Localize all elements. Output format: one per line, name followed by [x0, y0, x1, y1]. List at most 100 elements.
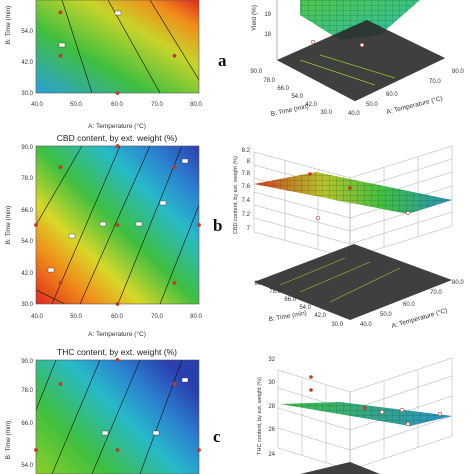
panel-a-surface: 19 18 Yield (%) 90.0 78.0 66.0 54.0 42.0…	[250, 0, 464, 118]
grid-line-c	[349, 375, 453, 411]
y-ticks-3d-b: 90.0 78.0 66.0 54.0 42.0 30.0	[254, 281, 343, 328]
design-points-a	[58, 10, 177, 95]
y-ticks-a: 30.0 42.0 54.0	[21, 29, 33, 97]
design-point-3d	[405, 421, 411, 427]
design-point	[34, 223, 38, 227]
back-wall-c	[277, 369, 351, 471]
design-point	[58, 10, 63, 15]
design-point-3d	[437, 411, 443, 417]
z-tick-label: 19	[264, 12, 271, 18]
x-ticks-b: 40.0 50.0 60.0 70.0 80.0	[31, 314, 202, 320]
panel-c-contour: THC content, by ext. weight (%) 54.0 66.…	[5, 347, 201, 474]
chart-title-c: THC content, by ext. weight (%)	[57, 347, 177, 357]
y-tick-label: 78.0	[21, 176, 33, 182]
contour-line-a1	[107, 0, 161, 93]
z-axis-label-b: CBD content, by ext. weight (%)	[233, 156, 239, 234]
x-tick-label: 70.0	[429, 79, 441, 85]
design-point	[172, 382, 177, 386]
design-point	[115, 144, 120, 148]
y-tick-label: 90.0	[21, 359, 33, 365]
x-axis-label-b: A: Temperature (°C)	[88, 330, 146, 338]
y-tick-label: 90.0	[254, 281, 266, 287]
y-tick-label: 30.0	[320, 110, 332, 116]
panel-letter-b: b	[213, 216, 222, 235]
y-tick-label: 66.0	[21, 208, 33, 214]
contour-line-b	[159, 204, 199, 304]
contour-line-b	[36, 146, 83, 226]
x-tick-label: 40.0	[31, 102, 43, 108]
grid-line-b	[349, 211, 453, 245]
design-point-3d	[379, 409, 385, 415]
panel-letter-a: a	[218, 51, 227, 70]
y-tick-label: 42.0	[21, 60, 33, 66]
x-ticks-3d-a: 40.0 50.0 60.0 70.0 80.0	[348, 69, 464, 117]
contour-label-box	[159, 200, 167, 206]
x-tick-label: 50.0	[380, 312, 392, 318]
y-tick-label: 78.0	[21, 388, 33, 394]
design-point-3d	[348, 186, 352, 190]
z-tick-label: 7.2	[242, 212, 251, 218]
design-point-3d	[309, 388, 313, 392]
contour-line-c	[51, 360, 101, 474]
design-point	[115, 358, 120, 362]
contour-line-b	[79, 146, 151, 304]
floor-contour-a	[319, 54, 396, 79]
design-point	[197, 223, 201, 227]
panel-a-contour: 30.0 42.0 54.0 40.0 50.0 60.0 70.0 80.0 …	[5, 0, 202, 130]
z-ticks-c: 24 26 28 30 32	[268, 357, 275, 458]
contour-label-box	[181, 158, 189, 164]
grid-line-b	[253, 191, 351, 219]
x-tick-label: 70.0	[151, 314, 163, 320]
x-tick-label: 80.0	[452, 280, 464, 286]
contour-labels-a	[58, 10, 122, 48]
contour-line-a2	[149, 0, 199, 81]
z-ticks-b: 7 7.2 7.4 7.6 7.8 8 8.2	[242, 148, 251, 232]
x-tick-label: 40.0	[348, 111, 360, 117]
contour-label-box	[47, 267, 55, 273]
x-tick-label: 60.0	[111, 102, 123, 108]
panel-c-surface: 24 26 28 30 32 THC content, by ext. weig…	[257, 357, 453, 474]
y-tick-label: 54.0	[21, 29, 33, 35]
surface-mesh-a	[300, 0, 420, 40]
contour-labels-b	[47, 158, 189, 273]
x-tick-label: 40.0	[360, 322, 372, 328]
z-tick-label: 7.4	[242, 198, 251, 204]
contour-label-box	[135, 221, 143, 227]
design-point	[115, 302, 120, 306]
x-tick-label: 40.0	[31, 314, 43, 320]
design-point	[197, 448, 201, 452]
x-ticks-3d-b: 40.0 50.0 60.0 70.0 80.0	[360, 280, 464, 328]
y-tick-label: 54.0	[291, 94, 303, 100]
chart-title-b: CBD content, by ext. weight (%)	[57, 133, 178, 143]
y-axis-label-3d-a: B: Time (min)	[270, 103, 309, 118]
y-axis-label-3d-b: B: Time (min)	[268, 310, 307, 324]
x-tick-label: 60.0	[403, 302, 415, 308]
floor-contour-a	[299, 59, 376, 86]
y-tick-label: 42.0	[21, 271, 33, 277]
design-point	[115, 91, 120, 95]
z-tick-label: 30	[268, 380, 275, 386]
design-point	[115, 223, 120, 227]
y-tick-label: 30.0	[331, 322, 343, 328]
y-tick-label: 42.0	[314, 313, 326, 319]
design-point	[172, 53, 177, 58]
design-point	[58, 53, 63, 58]
design-point-3d	[405, 210, 411, 216]
contour-fill-c	[36, 360, 199, 474]
panel-b-contour: CBD content, by ext. weight (%) 30.0 42.…	[5, 133, 202, 338]
contour-line-b	[51, 146, 121, 304]
z-tick-label: 7.6	[242, 184, 251, 190]
contour-label-box	[58, 42, 66, 48]
design-points-3d-b	[308, 172, 411, 221]
floor-contour-b	[329, 267, 401, 303]
x-axis-label-a: A: Temperature (°C)	[88, 122, 146, 130]
y-tick-label: 30.0	[21, 91, 33, 97]
y-tick-label: 66.0	[284, 297, 296, 303]
y-ticks-c: 54.0 66.0 78.0 90.0	[21, 359, 33, 469]
contour-label-box	[99, 221, 107, 227]
contour-label-box	[101, 430, 109, 436]
contour-line-b	[117, 146, 183, 304]
x-tick-label: 50.0	[70, 314, 82, 320]
x-tick-label: 50.0	[70, 102, 82, 108]
